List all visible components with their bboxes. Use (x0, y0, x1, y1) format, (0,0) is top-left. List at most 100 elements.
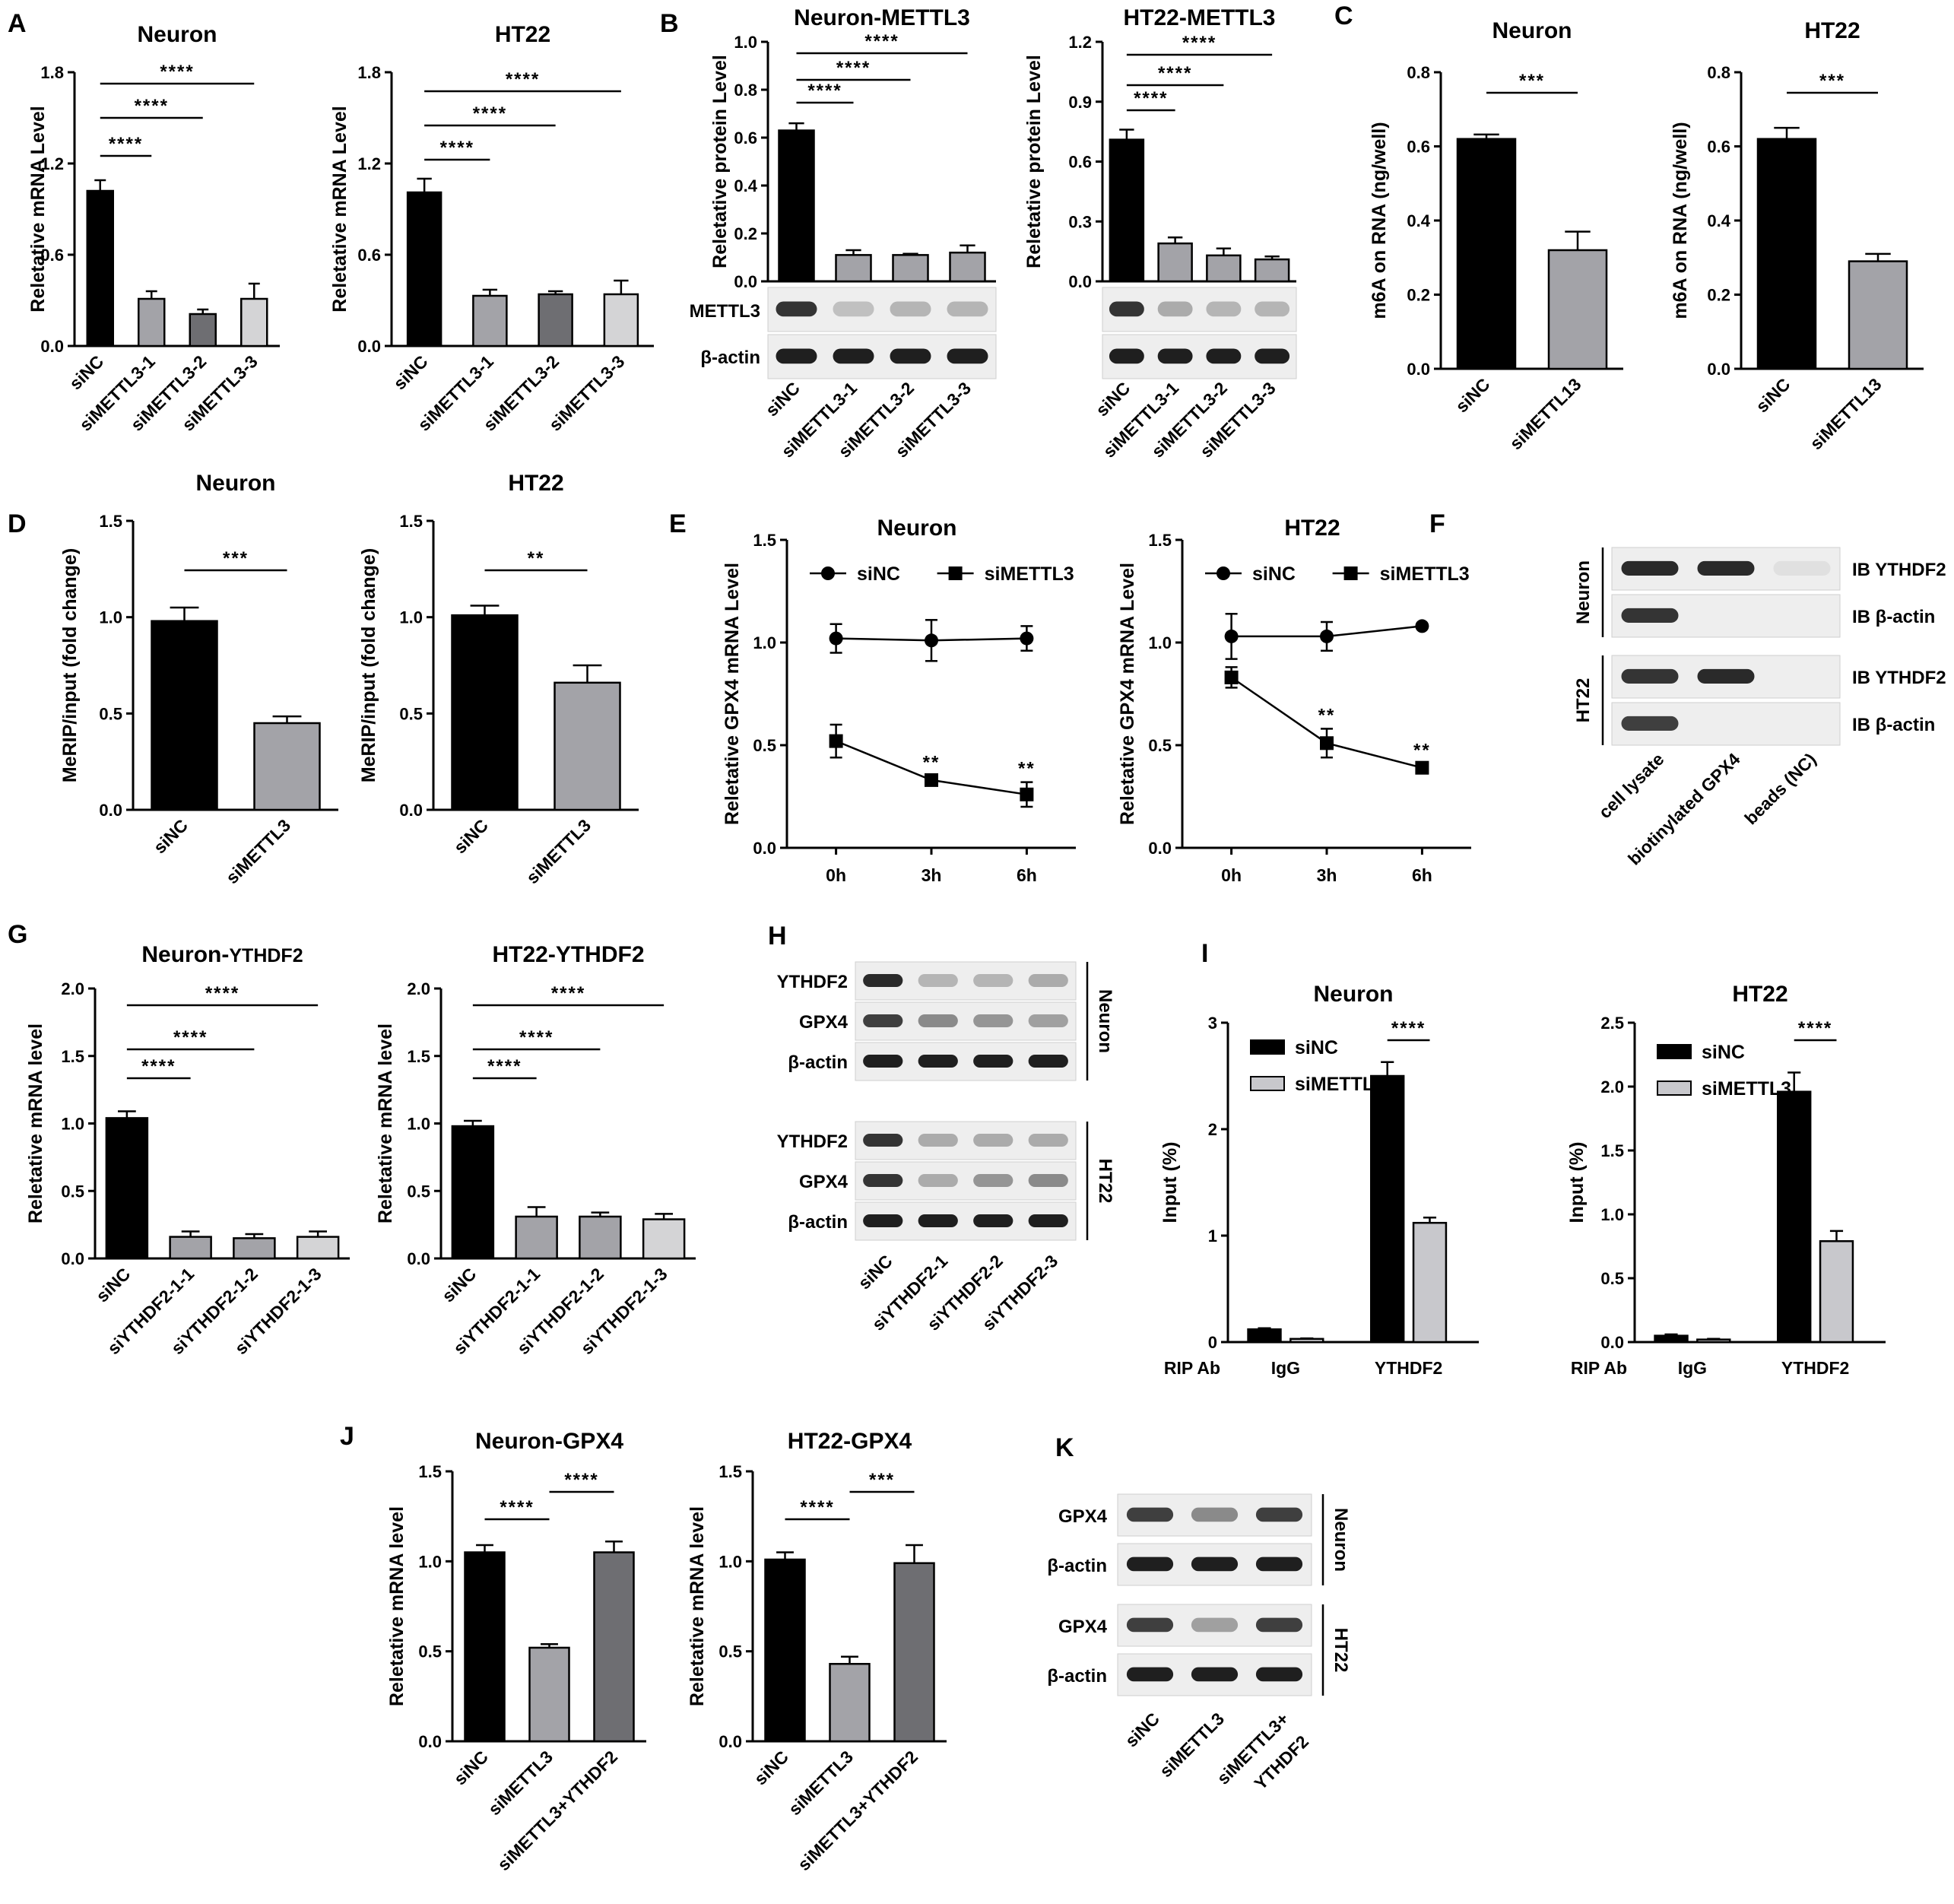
y-tick-label: 1.0 (1148, 633, 1172, 652)
blot-band (1109, 348, 1144, 364)
y-tick-label: 0.2 (1407, 286, 1430, 305)
y-tick-label: 0.5 (418, 1642, 442, 1661)
y-tick-label: 1.5 (99, 512, 122, 531)
panel-label-a: A (8, 9, 27, 38)
x-tick-label: 3h (921, 865, 942, 885)
blot-band (1621, 716, 1679, 731)
blot-band (863, 1174, 903, 1187)
significance-label: ** (528, 548, 545, 569)
y-axis-label: Reletative mRNA Level (27, 106, 49, 312)
y-axis-label: Reletative mRNA level (25, 1023, 46, 1223)
y-tick-label: 0.9 (1068, 93, 1092, 112)
chart-title: Neuron (877, 516, 957, 541)
x-tick-label: siNC (389, 351, 431, 393)
data-point-square (829, 734, 843, 748)
chart-d1: 0.0 0.5 1.0 1.5 MeRIP/input (fold change) siN… (59, 471, 338, 887)
y-tick-label: 1.0 (753, 633, 776, 652)
chart-i2: 0.0 0.5 1.0 1.5 2.0 2.5 Input (%) IgG YTHDF2 RIP … (1566, 982, 1886, 1378)
blot-band (918, 1055, 958, 1068)
y-tick-label: 3 (1208, 1014, 1217, 1033)
y-axis-label: Reletative protein Level (709, 55, 731, 268)
x-tick-label: 6h (1412, 865, 1432, 885)
blot-band (973, 1174, 1013, 1187)
y-tick-label: 0.0 (61, 1249, 84, 1268)
y-tick-label: 2.0 (61, 979, 84, 998)
blot-row-label: β-actin (788, 1052, 848, 1073)
panel-label-c: C (1334, 2, 1353, 30)
chart-i1: 0 1 2 3 Input (%) IgG YTHDF2 RIP Ab Neuron siNC si… (1159, 982, 1479, 1378)
y-tick-label: 0.6 (40, 246, 64, 265)
panel-label-j: J (340, 1422, 354, 1451)
blot-band (973, 1214, 1013, 1227)
chart-title: HT22-YTHDF2 (492, 942, 644, 967)
significance-label: **** (109, 134, 143, 154)
bar (189, 313, 217, 347)
significance-label: **** (1134, 88, 1168, 109)
x-tick-label: siNC (1092, 378, 1134, 420)
significance-label: ** (1413, 740, 1431, 760)
y-axis-label: m6A on RNA (ng/well) (1369, 122, 1390, 319)
group-label: Neuron (1331, 1508, 1351, 1572)
data-point-circle (1224, 629, 1239, 643)
bar (406, 191, 443, 347)
y-tick-label: 0.8 (734, 81, 757, 100)
bar (1819, 1240, 1854, 1344)
legend-entry: siMETTL3 (1702, 1078, 1791, 1100)
bar (451, 1125, 495, 1260)
chart-title-text: HT22-GPX4 (788, 1429, 912, 1454)
significance-label: **** (141, 1056, 176, 1077)
blot-band (863, 1214, 903, 1227)
bar (1848, 260, 1908, 370)
y-tick-label: 1 (1208, 1226, 1217, 1246)
blot-band (1255, 1557, 1303, 1572)
blot-band (1255, 1507, 1303, 1522)
chart-g2: 0.0 0.5 1.0 1.5 2.0 Reletative mRNA level siNC… (375, 942, 696, 1358)
data-point-square (1224, 670, 1239, 684)
blot-row-label: YTHDF2 (777, 972, 848, 992)
bar (1206, 254, 1242, 283)
y-tick-label: 2.0 (1600, 1077, 1624, 1096)
x-tick-label: siNC (762, 378, 804, 420)
bar (253, 722, 321, 811)
bar (1547, 249, 1608, 370)
y-axis-label: Reletative mRNA level (375, 1023, 396, 1223)
blot-band (776, 348, 817, 364)
y-tick-label: 1.0 (734, 33, 757, 52)
y-axis-label: Reletative GPX4 mRNA Level (1117, 563, 1138, 825)
chart-c1: 0.0 0.2 0.4 0.6 0.8 m6A on RNA (ng/well) siNC s… (1369, 18, 1623, 453)
chart-b2: 0.0 0.3 0.6 0.9 1.2 Reletative protein Level s… (1023, 5, 1296, 462)
group-label: Neuron (1573, 560, 1594, 624)
y-tick-label: 0.5 (718, 1642, 742, 1661)
y-axis-label: Reletative GPX4 mRNA Level (722, 563, 743, 825)
bar (1109, 138, 1145, 283)
blot-band (1126, 1667, 1174, 1682)
significance-label: **** (1391, 1018, 1426, 1039)
bar (1370, 1074, 1405, 1344)
y-tick-label: 0.8 (1407, 63, 1430, 82)
x-tick-label: IgG (1678, 1358, 1707, 1378)
x-tick-label: siNC (150, 815, 192, 857)
blot-row-label: GPX4 (799, 1012, 849, 1033)
x-tick-label: 6h (1017, 865, 1037, 885)
y-tick-label: 0.0 (399, 801, 423, 820)
significance-label: ** (923, 753, 941, 773)
x-tick-label: siMETTL13 (1505, 374, 1584, 453)
legend-swatch (1657, 1081, 1692, 1096)
y-tick-label: 0.6 (1068, 153, 1092, 172)
legend-marker-circle (821, 566, 835, 580)
y-tick-label: 1.0 (99, 608, 122, 627)
blot-band (1028, 1055, 1068, 1068)
data-point-square (1320, 736, 1334, 750)
x-tick-label: 3h (1317, 865, 1337, 885)
y-tick-label: 0.0 (1068, 272, 1092, 291)
x-tick-label: siNC (1752, 374, 1794, 416)
x-tick-label: siNC (750, 1747, 792, 1788)
panel-label-k: K (1055, 1433, 1074, 1462)
lane-label: cell lysate (1594, 749, 1667, 822)
y-tick-label: 1.5 (407, 1047, 430, 1066)
y-tick-label: 0.6 (734, 129, 757, 148)
chart-title: HT22 (495, 22, 550, 47)
y-tick-label: 1.2 (40, 154, 64, 173)
blot-band (1773, 560, 1831, 576)
